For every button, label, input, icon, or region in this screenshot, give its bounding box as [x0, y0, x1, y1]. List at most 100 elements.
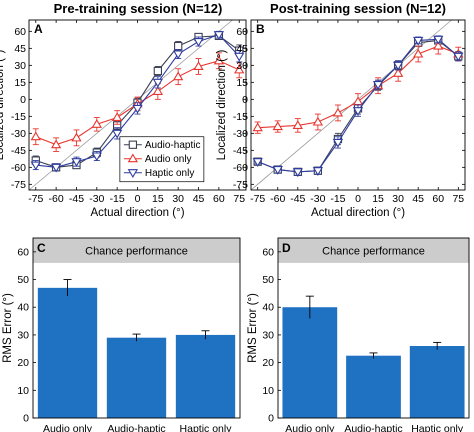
x-tick-label: 30 [392, 193, 404, 205]
x-tick-label: 15 [152, 193, 164, 205]
data-point [352, 96, 364, 106]
data-point [152, 86, 164, 95]
x-tick-label: 30 [172, 193, 184, 205]
data-point [193, 37, 204, 47]
y-tick-label: 40 [262, 302, 274, 314]
y-tick-label: 30 [14, 60, 26, 72]
x-tick-label: -45 [69, 193, 84, 205]
panel-d-frame [277, 237, 470, 419]
data-point [252, 122, 263, 132]
x-tick-label: 0 [355, 193, 361, 205]
y-tick-label: 30 [17, 329, 29, 341]
y-tick-label: 50 [262, 274, 274, 286]
y-tick-label: 40 [17, 302, 29, 314]
legend-marker [128, 140, 138, 149]
data-point [392, 67, 404, 77]
data-point [413, 36, 424, 46]
panel-d-letter: D [282, 241, 291, 255]
data-point [91, 118, 102, 128]
data-point [312, 167, 324, 177]
category-label: Haptic only [180, 423, 233, 432]
panel-d-y-axis-label: RMS Error (°) [247, 293, 259, 363]
y-tick-label: 0 [23, 413, 29, 425]
bar [37, 287, 98, 418]
x-tick-label: 45 [193, 193, 205, 205]
data-point [292, 120, 303, 129]
x-tick-label: 45 [412, 193, 424, 205]
x-tick-label: 15 [372, 193, 384, 205]
bar [346, 355, 401, 418]
y-tick-label: 60 [14, 26, 26, 38]
data-point [152, 78, 164, 88]
y-tick-label: 45 [236, 43, 248, 55]
panel-c-y-axis-label: RMS Error (°) [2, 293, 14, 363]
x-tick-label: 75 [452, 193, 464, 205]
data-point [30, 161, 41, 171]
y-tick-label: 60 [262, 246, 274, 258]
y-tick-label: 10 [262, 385, 274, 397]
y-tick-label: -30 [11, 128, 26, 140]
data-point [193, 61, 204, 71]
data-point [50, 139, 62, 149]
data-point [292, 168, 303, 178]
x-tick-label: -15 [330, 193, 345, 205]
category-label: Audio-haptic [344, 423, 402, 432]
data-point [173, 50, 184, 60]
y-tick-label: 60 [17, 246, 29, 258]
bar [175, 334, 236, 418]
y-tick-label: 15 [14, 77, 26, 89]
panel-b-letter: B [256, 22, 265, 36]
data-point [234, 64, 245, 74]
y-tick-label: 0 [242, 94, 248, 106]
data-point [111, 129, 123, 139]
data-point [453, 52, 464, 62]
data-point [50, 163, 62, 173]
data-point [332, 138, 344, 148]
y-tick-label: 50 [17, 274, 29, 286]
data-point [111, 112, 123, 122]
y-tick-label: -15 [11, 111, 26, 123]
x-tick-label: -75 [250, 193, 265, 205]
data-point [413, 48, 424, 58]
panel-a-series-2 [30, 30, 245, 173]
bar [409, 346, 465, 418]
data-point [174, 41, 183, 51]
y-tick-label: 0 [268, 413, 274, 425]
y-tick-label: 20 [17, 357, 29, 369]
x-tick-label: -30 [310, 193, 325, 205]
data-point [272, 166, 283, 175]
data-point [433, 35, 444, 45]
data-point [30, 131, 41, 141]
x-tick-label: 60 [213, 193, 225, 205]
panel-b-series-2 [252, 35, 464, 178]
panel-a-x-axis-label: Actual direction (°) [90, 207, 184, 219]
panel-d-chance-label: Chance performance [322, 245, 425, 257]
data-point [91, 152, 102, 162]
legend-marker [127, 153, 139, 163]
legend-label: Audio-haptic [145, 140, 201, 151]
y-tick-label: -45 [11, 145, 26, 157]
x-tick-label: -45 [290, 193, 305, 205]
data-point [332, 107, 344, 117]
data-point [392, 61, 404, 71]
data-point [433, 40, 444, 50]
panel-b: -75 -60 -45 -30 -15 0 15 30 45 60 75 -75 -60 -45 -30 -1… [216, 19, 466, 219]
panel-d-chance-band [278, 238, 469, 263]
y-tick-label: -30 [233, 128, 248, 140]
data-point [213, 55, 225, 65]
data-point [71, 132, 82, 142]
y-tick-label: 10 [17, 385, 29, 397]
panel-b-y-axis-label: Localized direction (°) [216, 49, 228, 160]
y-tick-label: 30 [262, 329, 274, 341]
category-label: Audio only [43, 423, 93, 432]
legend-label: Haptic only [145, 168, 194, 179]
panel-c-frame [32, 237, 241, 419]
data-point [352, 107, 364, 116]
data-point [272, 121, 283, 131]
y-tick-label: 20 [262, 357, 274, 369]
y-tick-label: 45 [14, 43, 26, 55]
x-tick-label: -60 [49, 193, 64, 205]
panel-d: Chance performance Audio only Audio-haptic… [247, 237, 470, 432]
y-tick-label: -75 [233, 179, 248, 191]
